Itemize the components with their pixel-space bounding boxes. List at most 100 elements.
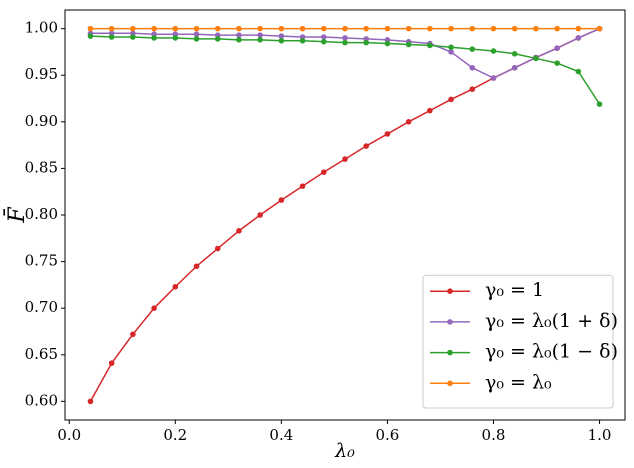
data-point [257,37,263,43]
data-point [278,37,285,44]
data-point [490,75,497,81]
data-point [108,360,115,366]
data-point [511,64,518,71]
data-point [469,64,476,71]
data-point [427,25,433,32]
data-point [575,68,582,75]
data-point [193,36,200,42]
data-point [490,25,497,32]
data-point [151,305,157,311]
legend-label: γ₀ = λ₀(1 + δ) [485,310,618,332]
legend-marker [447,288,453,295]
data-point [236,37,242,43]
data-point [87,33,94,39]
data-point [214,245,221,252]
data-point [596,101,603,107]
x-tick-label: 1.0 [588,426,612,444]
legend-marker [447,380,453,387]
x-tick-label: 0.8 [482,426,506,444]
data-point [469,46,476,52]
data-point [130,34,136,40]
data-point [236,228,242,234]
data-point [342,25,348,32]
y-tick-label: 0.95 [25,65,58,83]
data-point [278,25,285,32]
data-point [193,31,200,38]
data-point [108,34,115,40]
data-point [405,119,412,125]
data-point [575,25,582,32]
data-point [533,55,539,62]
data-point [448,25,454,32]
legend-label: γ₀ = 1 [485,279,544,301]
data-point [342,35,348,41]
data-point [596,25,603,32]
data-point [427,107,433,114]
data-point [87,25,94,32]
x-tick-label: 0.4 [269,426,293,444]
data-point [533,25,539,32]
y-tick-label: 0.85 [25,158,58,176]
data-point [257,25,263,32]
data-point [448,49,454,55]
data-point [214,25,221,32]
data-point [257,212,263,218]
data-point [384,25,391,32]
data-point [299,183,306,189]
data-point [511,25,518,32]
data-point [469,25,476,32]
data-point [384,131,391,137]
legend-marker [447,319,453,325]
data-point [257,32,263,38]
data-point [320,169,327,175]
data-point [554,60,560,66]
data-point [236,25,242,32]
data-point [299,25,306,32]
data-point [575,35,582,41]
x-tick-label: 0.2 [163,426,187,444]
y-tick-label: 0.70 [25,298,58,316]
data-point [427,42,433,49]
data-point [320,34,327,40]
legend-marker [447,349,453,356]
data-point [554,25,560,32]
data-point [405,41,412,48]
y-tick-label: 0.65 [25,345,58,363]
data-point [448,96,454,103]
y-tick-label: 0.75 [25,252,58,270]
data-point [554,45,560,52]
legend-label: γ₀ = λ₀(1 − δ) [485,341,618,363]
data-point [320,38,327,45]
data-point [278,33,285,39]
y-tick-label: 0.80 [25,205,58,223]
data-point [511,50,518,57]
y-tick-label: 0.60 [25,391,58,409]
series-line [90,35,601,105]
data-point [151,25,157,32]
data-point [151,35,157,41]
data-point [130,25,136,32]
data-point [384,40,391,47]
data-point [193,263,200,270]
x-tick-label: 0.6 [375,426,399,444]
y-tick-label: 0.90 [25,112,58,130]
data-point [405,25,412,32]
legend-label: γ₀ = λ₀ [485,371,552,393]
data-point [172,25,179,32]
x-axis-label: λ₀ [334,440,355,462]
data-point [363,143,370,149]
data-point [363,39,370,46]
data-point [448,44,454,51]
data-point [278,197,285,203]
y-axis-label: F̄ [3,207,30,224]
data-point [193,25,200,32]
data-point [87,398,94,405]
data-point [236,32,242,38]
y-tick-label: 1.00 [25,19,58,37]
legend-box [422,274,614,409]
data-point [469,86,476,93]
x-tick-label: 0.0 [57,426,81,444]
data-point [214,36,221,42]
data-point [490,48,497,54]
